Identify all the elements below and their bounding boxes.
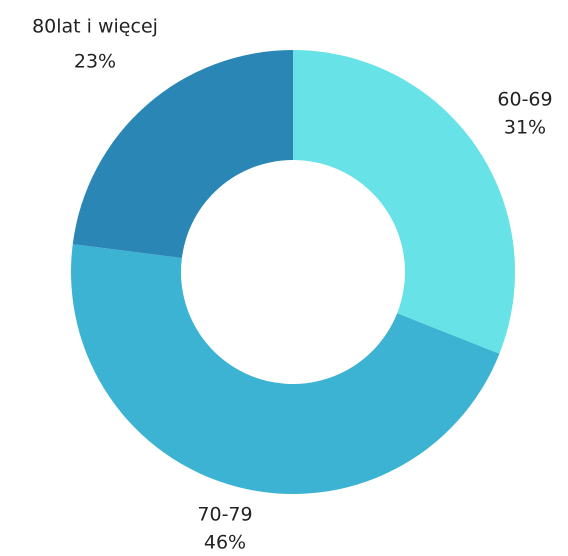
value-label: 46%: [204, 532, 246, 553]
category-label: 70-79: [197, 504, 252, 526]
category-label: 60-69: [497, 89, 552, 111]
donut-segment: [293, 50, 515, 354]
donut-segment: [70, 244, 500, 494]
category-label: 80lat i więcej: [32, 16, 158, 38]
value-label: 23%: [74, 51, 116, 73]
value-label: 31%: [504, 117, 546, 139]
donut-segment: [72, 50, 293, 258]
